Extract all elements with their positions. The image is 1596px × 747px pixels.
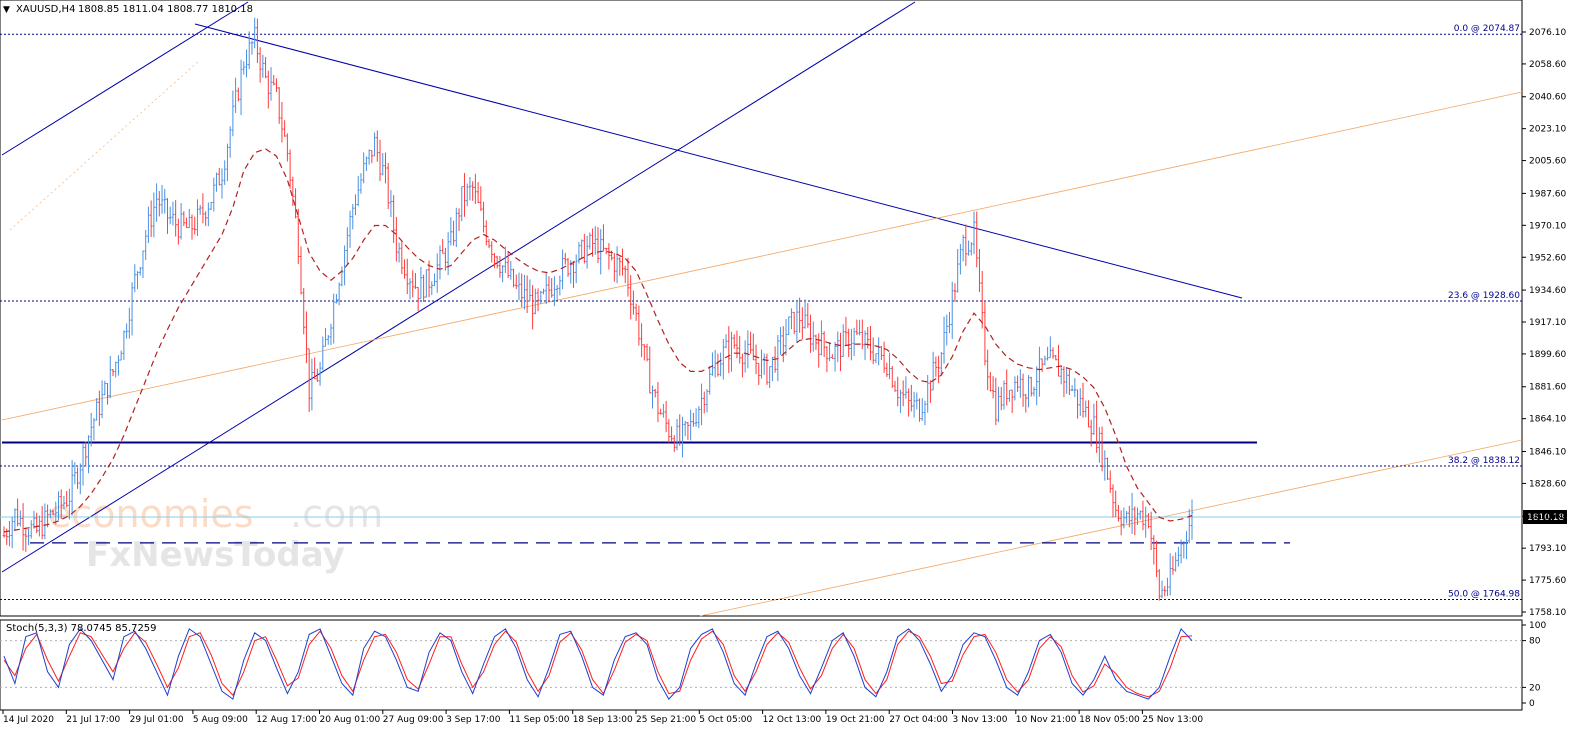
x-tick-label: 3 Nov 13:00 [953, 715, 1008, 725]
y-tick-label: 1934.60 [1529, 286, 1566, 296]
y-tick-label: 1758.10 [1529, 608, 1566, 618]
watermark: economies .com FxNewsToday [48, 492, 383, 575]
stoch-tick-label: 100 [1529, 621, 1546, 631]
y-tick-label: 1775.60 [1529, 576, 1566, 586]
drawing-objects [1, 1, 1523, 617]
y-tick-label: 1970.10 [1529, 221, 1566, 231]
x-tick-label: 3 Sep 17:00 [446, 715, 501, 725]
x-tick-label: 10 Nov 21:00 [1016, 715, 1077, 725]
symbol-label: XAUUSD,H4 [16, 4, 75, 15]
channel-lower-line [1, 1, 916, 573]
fib-level-label: 23.6 @ 1928.60 [1448, 291, 1520, 301]
current-price-label: 1810.18 [1527, 513, 1564, 523]
y-tick-label: 2023.10 [1529, 125, 1566, 135]
x-tick-label: 5 Oct 05:00 [699, 715, 752, 725]
watermark-fxnewstoday: FxNewsToday [86, 535, 345, 575]
orange-channel-lower [699, 439, 1523, 617]
time-axis[interactable]: 14 Jul 2020 21 Jul 17:00 29 Jul 01:00 5 Aug… [2, 710, 1203, 725]
y-tick-label: 2076.10 [1529, 28, 1566, 38]
x-tick-label: 14 Jul 2020 [3, 715, 54, 725]
y-tick-label: 1793.10 [1529, 544, 1566, 554]
y-tick-label: 1828.60 [1529, 479, 1566, 489]
x-tick-label: 21 Jul 17:00 [66, 715, 120, 725]
moving-average-layer [3, 148, 1193, 533]
x-tick-label: 20 Aug 01:00 [320, 715, 381, 725]
x-tick-label: 29 Jul 01:00 [130, 715, 184, 725]
y-tick-label: 2058.60 [1529, 60, 1566, 70]
candles-layer [2, 17, 1194, 601]
fib-level-label: 0.0 @ 2074.87 [1454, 24, 1520, 34]
x-tick-label: 12 Aug 17:00 [256, 715, 317, 725]
fib-level-label: 38.2 @ 1838.12 [1448, 456, 1520, 466]
y-tick-label: 1846.10 [1529, 447, 1566, 457]
collapse-arrow-icon: ▼ [3, 5, 10, 15]
watermark-economies: economies [48, 492, 254, 536]
x-tick-label: 27 Aug 09:00 [383, 715, 444, 725]
x-tick-label: 18 Sep 13:00 [573, 715, 633, 725]
x-tick-label: 19 Oct 21:00 [826, 715, 885, 725]
x-tick-label: 5 Aug 09:00 [193, 715, 248, 725]
stochastic-layer: 100 80 20 0 [0, 621, 1546, 709]
x-tick-label: 27 Oct 04:00 [889, 715, 948, 725]
y-tick-label: 1899.60 [1529, 350, 1566, 360]
stoch-main-line [3, 627, 1193, 700]
stoch-tick-label: 0 [1529, 699, 1535, 709]
moving-average-line [3, 148, 1193, 533]
main-pane-frame [0, 0, 1523, 617]
stoch-tick-label: 80 [1529, 637, 1541, 647]
y-tick-label: 2005.60 [1529, 157, 1566, 167]
y-tick-label: 1864.10 [1529, 415, 1566, 425]
x-tick-label: 18 Nov 05:00 [1079, 715, 1140, 725]
x-tick-label: 25 Nov 13:00 [1142, 715, 1203, 725]
current-price-tag [1523, 510, 1567, 525]
watermark-dotcom: .com [290, 492, 383, 536]
x-tick-label: 11 Sep 05:00 [509, 715, 569, 725]
descending-trendline [194, 23, 1243, 299]
y-tick-label: 1952.60 [1529, 253, 1566, 263]
stoch-signal-line [3, 630, 1193, 698]
fib-level-label: 50.0 @ 1764.98 [1448, 589, 1520, 599]
stoch-label: Stoch(5,3,3) 78.0745 85.7259 [6, 623, 157, 634]
y-tick-label: 1987.60 [1529, 189, 1566, 199]
horizontal-levels: 0.0 @ 2074.87 23.6 @ 1928.60 38.2 @ 1838.1… [0, 24, 1567, 600]
x-tick-label: 12 Oct 13:00 [763, 715, 822, 725]
x-tick-label: 25 Sep 21:00 [636, 715, 696, 725]
y-tick-label: 1881.60 [1529, 383, 1566, 393]
chart-header: ▼ XAUUSD,H4 1808.85 1811.04 1808.77 1810… [3, 4, 253, 634]
oscillator-pane-frame [0, 619, 1523, 711]
orange-channel-upper [1, 91, 1523, 421]
ohlc-label: 1808.85 1811.04 1808.77 1810.18 [78, 4, 253, 15]
y-tick-label: 2040.60 [1529, 93, 1566, 103]
y-tick-label: 1917.10 [1529, 318, 1566, 328]
y-tick-label: 1810.60 [1529, 512, 1566, 522]
stoch-tick-label: 20 [1529, 683, 1541, 693]
price-axis[interactable]: 2076.10 2058.60 2040.60 2023.10 2005.60 1987.… [1522, 28, 1566, 618]
